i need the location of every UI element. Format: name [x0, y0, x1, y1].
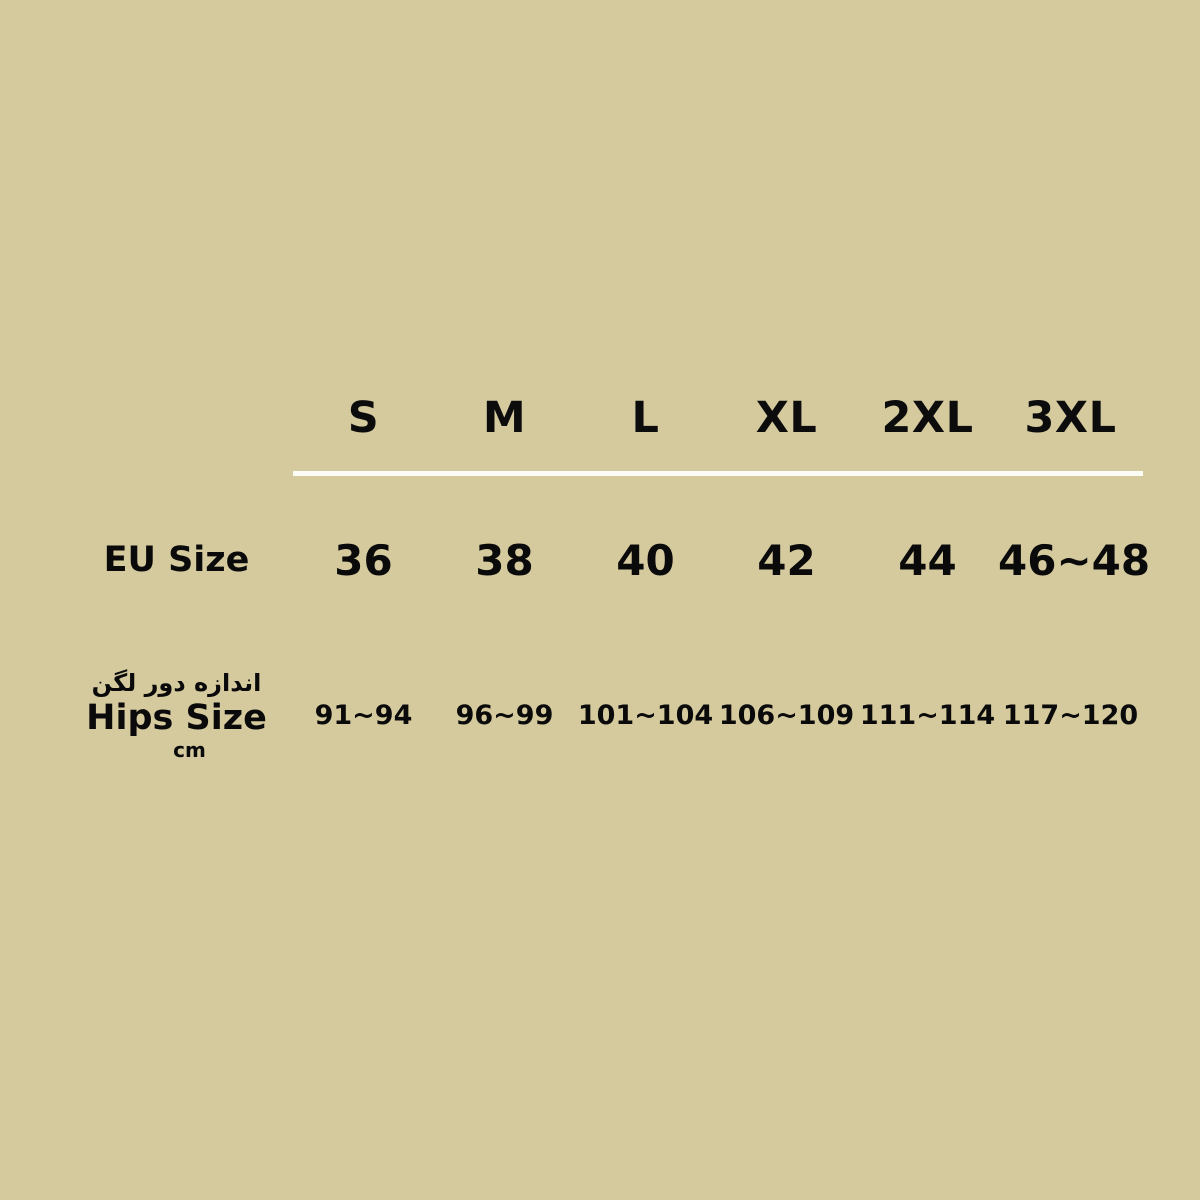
- eu-size-label: EU Size: [103, 539, 250, 580]
- hips-size-value-xl: 106~109: [718, 699, 855, 731]
- header-divider-cell: [293, 466, 1143, 480]
- eu-size-value-2xl: 44: [898, 535, 957, 585]
- eu-size-value-s: 36: [334, 535, 393, 585]
- header-divider-row: [60, 466, 1143, 480]
- hips-size-value-2xl: 111~114: [859, 699, 996, 731]
- hips-size-value-s: 91~94: [314, 699, 413, 731]
- header-size-s: S: [347, 393, 380, 443]
- header-divider-line: [293, 470, 1143, 476]
- header-size-m: M: [482, 393, 527, 443]
- row-label-hips-size: اندازه دور لگن Hips Size cm: [60, 640, 293, 790]
- table-header-row: S M L XL 2XL 3XL: [60, 370, 1143, 466]
- hips-size-label-english: Hips Size: [86, 697, 267, 738]
- header-size-3xl: 3XL: [1024, 393, 1117, 443]
- header-size-l: L: [631, 393, 660, 443]
- eu-size-value-xl: 42: [757, 535, 816, 585]
- row-label-eu-size: EU Size: [60, 480, 293, 640]
- eu-size-value-m: 38: [475, 535, 534, 585]
- header-blank-cell: [60, 370, 293, 466]
- size-chart-table: S M L XL 2XL 3XL EU Size 36 38: [60, 370, 1151, 790]
- hips-size-value-m: 96~99: [455, 699, 554, 731]
- eu-size-value-l: 40: [616, 535, 675, 585]
- hips-size-unit-label: cm: [173, 737, 206, 762]
- eu-size-value-3xl: 46~48: [998, 535, 1151, 585]
- header-size-2xl: 2XL: [881, 393, 974, 443]
- table-row: EU Size 36 38 40 42 44 46~48: [60, 480, 1151, 640]
- divider-spacer: [60, 466, 293, 480]
- hips-size-value-l: 101~104: [577, 699, 714, 731]
- table-row: اندازه دور لگن Hips Size cm 91~94 96~99 …: [60, 640, 1143, 790]
- hips-size-label-farsi: اندازه دور لگن: [91, 668, 262, 697]
- hips-size-label-group: اندازه دور لگن Hips Size cm: [60, 671, 293, 760]
- hips-size-value-3xl: 117~120: [1002, 699, 1139, 731]
- header-size-xl: XL: [755, 393, 818, 443]
